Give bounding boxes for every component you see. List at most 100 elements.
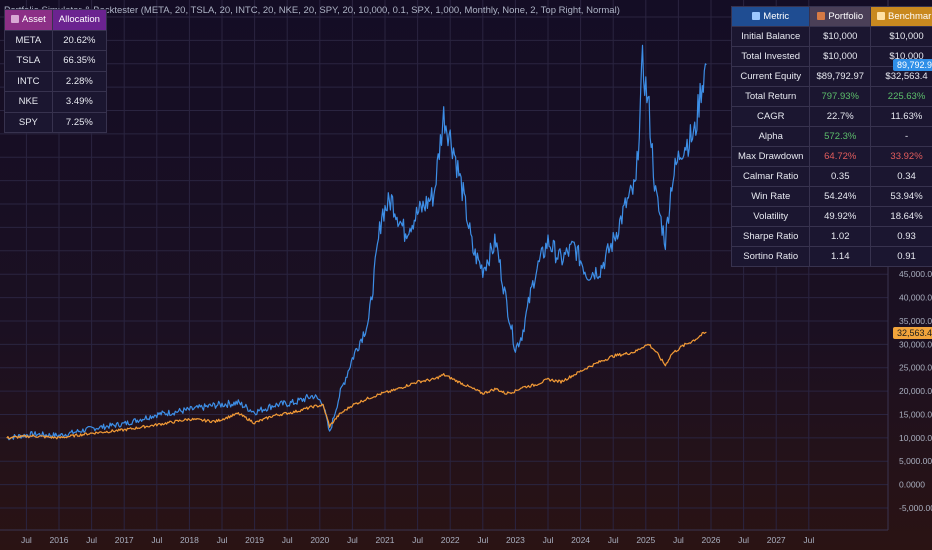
x-tick-label: Jul <box>477 535 488 545</box>
asset-header: Asset <box>4 9 53 31</box>
portfolio-value: 64.72% <box>809 146 872 167</box>
x-tick-label: 2025 <box>636 535 655 545</box>
benchmark-value: - <box>870 126 932 147</box>
metrics-table: Metric Portfolio Benchmark Initial Balan… <box>730 6 932 267</box>
allocation-row: TSLA 66.35% <box>4 50 107 72</box>
allocation-row: INTC 2.28% <box>4 70 107 92</box>
x-axis: Jul 2016 Jul 2017 Jul 2018 Jul 2019 Jul 2020 Jul 20… <box>21 535 814 545</box>
chart-title: Portfolio Simulator & Backtester (META, … <box>4 5 620 16</box>
x-tick-label: 2024 <box>571 535 590 545</box>
x-tick-label: Jul <box>217 535 228 545</box>
metric-row: Max Drawdown 64.72% 33.92% <box>730 146 932 167</box>
portfolio-line <box>6 44 707 441</box>
x-tick-label: 2016 <box>50 535 69 545</box>
briefcase-icon <box>817 12 826 20</box>
benchmark-value: 0.34 <box>870 166 932 187</box>
x-tick-label: Jul <box>347 535 358 545</box>
x-tick-label: Jul <box>673 535 684 545</box>
x-tick-label: Jul <box>412 535 423 545</box>
benchmark-header: Benchmark <box>870 6 932 27</box>
x-tick-label: Jul <box>21 535 32 545</box>
allocation-table: Asset Allocation META 20.62% TSLA 66.35% INT… <box>4 9 107 133</box>
y-tick-label: 20,000.00 <box>899 386 932 396</box>
x-tick-label: 2018 <box>180 535 199 545</box>
allocation-row: META 20.62% <box>4 29 107 51</box>
benchmark-value: $32,563.4 <box>870 66 932 87</box>
metric-name: Sortino Ratio <box>730 246 811 267</box>
benchmark-price-tag: 32,563.40 <box>893 327 932 339</box>
benchmark-value: 0.93 <box>870 226 932 247</box>
metric-row: Total Return 797.93% 225.63% <box>730 86 932 107</box>
allocation-cell: 20.62% <box>51 29 107 51</box>
x-tick-label: Jul <box>543 535 554 545</box>
x-tick-label: 2021 <box>376 535 395 545</box>
benchmark-value: 33.92% <box>870 146 932 167</box>
portfolio-value: $10,000 <box>809 46 872 67</box>
allocation-header: Allocation <box>51 9 107 31</box>
y-tick-label: 10,000.00 <box>899 433 932 443</box>
allocation-row: NKE 3.49% <box>4 91 107 113</box>
metric-header: Metric <box>730 6 811 27</box>
y-tick-label: 5,000.00 <box>899 456 932 466</box>
metric-name: Alpha <box>730 126 811 147</box>
metric-row: CAGR 22.7% 11.63% <box>730 106 932 127</box>
benchmark-value: 11.63% <box>870 106 932 127</box>
metric-row: Win Rate 54.24% 53.94% <box>730 186 932 207</box>
portfolio-value: 49.92% <box>809 206 872 227</box>
asset-cell: SPY <box>4 111 53 133</box>
metric-row: Sortino Ratio 1.14 0.91 <box>730 246 932 267</box>
asset-cell: INTC <box>4 70 53 92</box>
metric-name: Initial Balance <box>730 26 811 47</box>
allocation-cell: 3.49% <box>51 91 107 113</box>
portfolio-price-tag: 89,792.97 <box>893 59 932 71</box>
metric-row: Initial Balance $10,000 $10,000 <box>730 26 932 47</box>
portfolio-value: 797.93% <box>809 86 872 107</box>
pie-icon <box>11 15 19 24</box>
x-tick-label: Jul <box>608 535 619 545</box>
series-lines <box>6 44 707 441</box>
metric-name: Total Return <box>730 86 811 107</box>
x-tick-label: 2019 <box>245 535 264 545</box>
portfolio-value: 22.7% <box>809 106 872 127</box>
metric-name: Win Rate <box>730 186 811 207</box>
allocation-cell: 7.25% <box>51 111 107 133</box>
metric-row: Sharpe Ratio 1.02 0.93 <box>730 226 932 247</box>
metric-name: Current Equity <box>730 66 811 87</box>
x-tick-label: 2023 <box>506 535 525 545</box>
benchmark-value: 53.94% <box>870 186 932 207</box>
x-tick-label: Jul <box>282 535 293 545</box>
portfolio-value: 1.14 <box>809 246 872 267</box>
x-tick-label: 2027 <box>767 535 786 545</box>
portfolio-value: $10,000 <box>809 26 872 47</box>
metric-name: Volatility <box>730 206 811 227</box>
trend-icon <box>877 12 886 20</box>
x-tick-label: Jul <box>151 535 162 545</box>
y-tick-label: 25,000.00 <box>899 363 932 373</box>
allocation-cell: 2.28% <box>51 70 107 92</box>
x-tick-label: Jul <box>803 535 814 545</box>
y-tick-label: 30,000.00 <box>899 339 932 349</box>
y-tick-label: 45,000.00 <box>899 269 932 279</box>
portfolio-header: Portfolio <box>809 6 872 27</box>
benchmark-line <box>6 331 707 440</box>
x-tick-label: 2020 <box>310 535 329 545</box>
benchmark-value: 225.63% <box>870 86 932 107</box>
portfolio-value: 54.24% <box>809 186 872 207</box>
metric-row: Alpha 572.3% - <box>730 126 932 147</box>
y-tick-label: 15,000.00 <box>899 409 932 419</box>
metric-row: Volatility 49.92% 18.64% <box>730 206 932 227</box>
allocation-cell: 66.35% <box>51 50 107 72</box>
benchmark-value: $10,000 <box>870 26 932 47</box>
y-tick-label: 35,000.00 <box>899 316 932 326</box>
metric-name: Total Invested <box>730 46 811 67</box>
x-tick-label: 2026 <box>702 535 721 545</box>
x-tick-label: 2022 <box>441 535 460 545</box>
x-tick-label: Jul <box>86 535 97 545</box>
metric-name: Sharpe Ratio <box>730 226 811 247</box>
chart-icon <box>752 12 761 20</box>
metric-name: Max Drawdown <box>730 146 811 167</box>
metric-name: CAGR <box>730 106 811 127</box>
y-tick-label: 0.0000 <box>899 480 925 490</box>
asset-cell: META <box>4 29 53 51</box>
